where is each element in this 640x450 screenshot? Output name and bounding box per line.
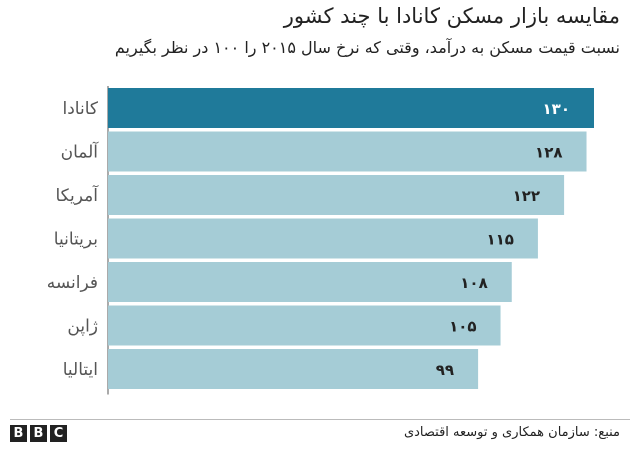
category-label: بریتانیا: [54, 230, 98, 250]
category-label: کانادا: [63, 99, 99, 119]
footer-divider: [10, 419, 630, 420]
bar-value-label: ۱۲۸: [535, 144, 562, 162]
category-label: آمریکا: [55, 184, 99, 206]
bbc-logo-letter: C: [50, 425, 67, 442]
bar-value-label: ۱۳۰: [543, 100, 570, 118]
category-label: ژاپن: [67, 317, 98, 337]
bar-value-label: ۱۰۵: [449, 318, 476, 336]
bar-chart: ۱۳۰ کانادا ۱۲۸ آلمان ۱۲۲ آمریکا ۱۱۵ بریتانیا ۱۰۸…: [47, 86, 594, 395]
bar-value-label: ۱۲۲: [513, 187, 540, 205]
bar-value-label: ۹۹: [436, 361, 454, 379]
bbc-logo-letter: B: [10, 425, 27, 442]
category-label: ایتالیا: [63, 360, 98, 380]
bar: [108, 88, 594, 128]
bar-value-label: ۱۰۸: [460, 274, 487, 292]
bar: [108, 131, 587, 172]
category-label: آلمان: [61, 141, 100, 163]
bar: [108, 218, 538, 259]
bar: [108, 349, 479, 389]
chart-title: مقایسه بازار مسکن کانادا با چند کشور: [283, 4, 620, 28]
bbc-logo-letter: B: [30, 425, 47, 442]
chart-subtitle: نسبت قیمت مسکن به درآمد، وقتی که نرخ سال…: [114, 38, 620, 57]
bar: [108, 262, 512, 302]
category-label: فرانسه: [47, 273, 98, 293]
source-note: منبع: سازمان همکاری و توسعه اقتصادی: [403, 425, 620, 440]
bar: [108, 305, 501, 346]
bar-value-label: ۱۱۵: [486, 231, 513, 249]
bar: [108, 175, 565, 215]
bbc-logo: B B C: [10, 425, 67, 442]
